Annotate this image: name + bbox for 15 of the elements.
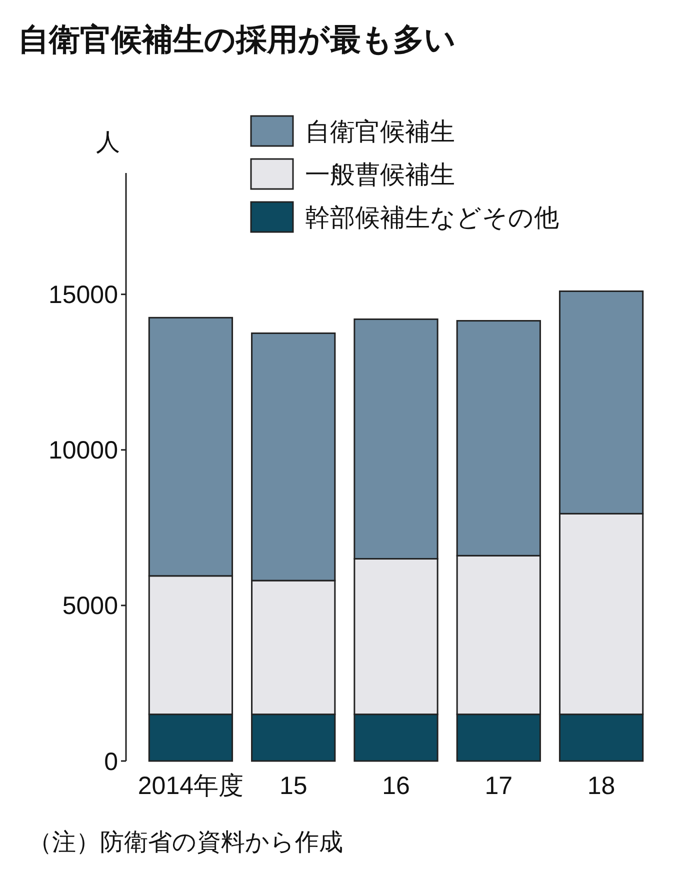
- x-tick-label: 17: [484, 772, 513, 800]
- y-tick-label: 5000: [62, 592, 118, 620]
- y-axis-title: 人: [96, 129, 120, 156]
- chart-title: 自衛官候補生の採用が最も多い: [18, 22, 456, 57]
- y-tick-label: 10000: [48, 436, 118, 465]
- legend-label: 幹部候補生などその他: [305, 204, 559, 232]
- legend-label: 自衛官候補生: [305, 118, 455, 146]
- text: （注）防衛省の資料から作成: [28, 829, 343, 856]
- y-tick-label: 0: [104, 748, 118, 776]
- y-tick-label: 15000: [48, 281, 118, 310]
- legend-label: 一般曹候補生: [305, 160, 455, 189]
- x-tick-label: 18: [587, 772, 616, 800]
- x-tick-label: 16: [382, 772, 410, 800]
- x-tick-label: 15: [279, 772, 308, 800]
- x-tick-label: 2014年度: [138, 772, 244, 800]
